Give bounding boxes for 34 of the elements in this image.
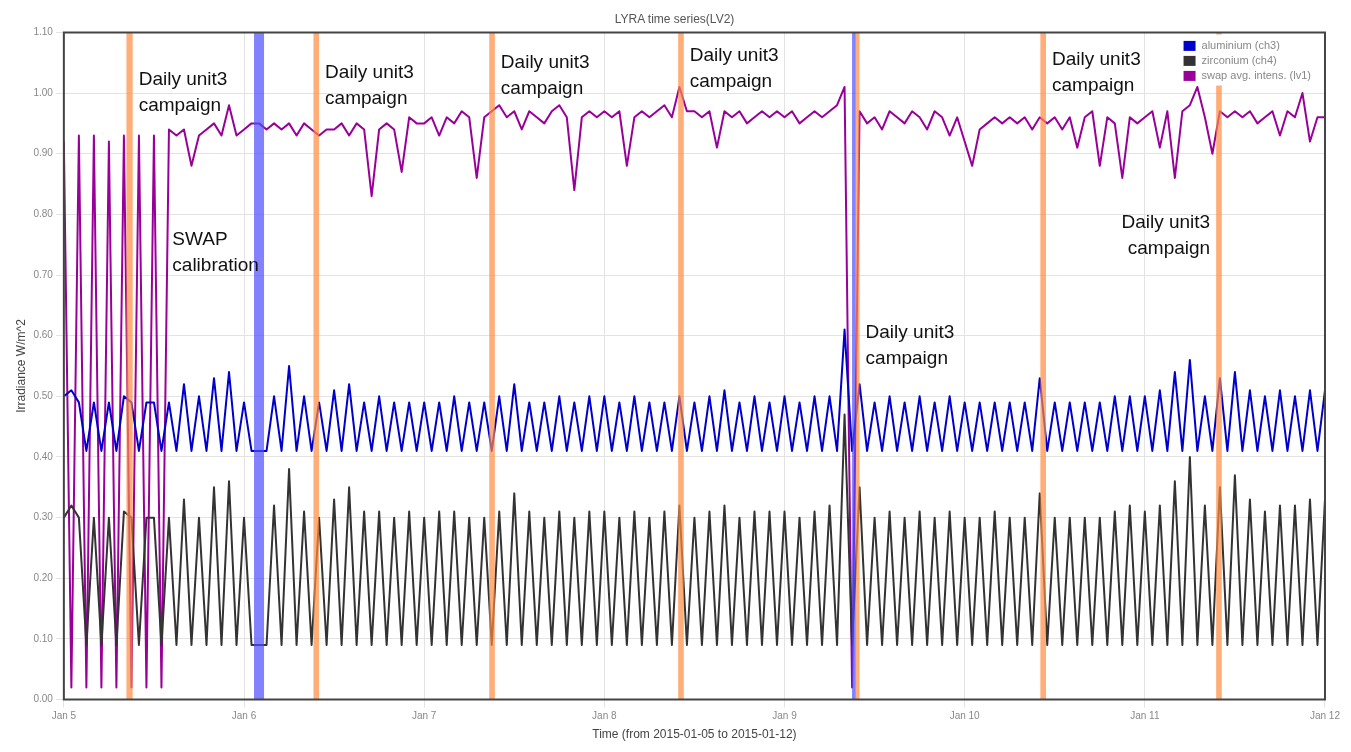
- x-tick-label: Jan 6: [231, 710, 257, 722]
- x-tick-label: Jan 5: [51, 710, 77, 722]
- y-tick-label: 1.00: [33, 86, 54, 98]
- y-tick-label: 0.90: [33, 147, 54, 159]
- band-label: Daily unit3 campaign: [500, 51, 590, 98]
- y-tick-label: 0.60: [33, 329, 54, 341]
- y-tick-label: 0.00: [33, 693, 54, 705]
- y-tick-label: 0.40: [33, 450, 54, 462]
- y-tick-label: 1.10: [33, 26, 54, 38]
- x-tick-label: Jan 12: [1309, 710, 1341, 722]
- y-tick-label: 0.30: [33, 511, 54, 523]
- legend-label: aluminium (ch3): [1201, 38, 1280, 51]
- x-tick-label: Jan 9: [772, 710, 798, 722]
- legend-label: swap avg. intens. (lv1): [1201, 68, 1311, 81]
- band-label: Daily unit3 campaign: [689, 44, 779, 92]
- y-tick-label: 0.70: [33, 268, 54, 280]
- band-label: Daily unit3 campaign: [1051, 47, 1141, 95]
- x-tick-label: Jan 7: [411, 710, 437, 722]
- x-tick-label: Jan 8: [592, 710, 618, 722]
- x-axis-title: Time (from 2015-01-05 to 2015-01-12): [592, 727, 797, 742]
- y-tick-label: 0.10: [33, 632, 54, 644]
- y-axis-title: Irradiance W/m^2: [13, 318, 28, 413]
- band-label: Daily unit3 campaign: [865, 321, 955, 369]
- band-label: Daily unit3 campaign: [325, 61, 414, 109]
- y-tick-label: 0.20: [33, 572, 54, 584]
- chart-title: LYRA time series(LV2): [614, 11, 735, 26]
- legend-label: zirconium (ch4): [1201, 53, 1277, 66]
- y-tick-label: 0.80: [33, 208, 54, 220]
- x-tick-label: Jan 11: [1130, 710, 1160, 722]
- y-tick-label: 0.50: [33, 390, 54, 402]
- x-tick-label: Jan 10: [949, 710, 981, 722]
- annotation: SWAP calibration: [172, 227, 259, 275]
- band-label: Daily unit3 campaign: [1121, 211, 1211, 259]
- band-label: Daily unit3 campaign: [138, 67, 228, 115]
